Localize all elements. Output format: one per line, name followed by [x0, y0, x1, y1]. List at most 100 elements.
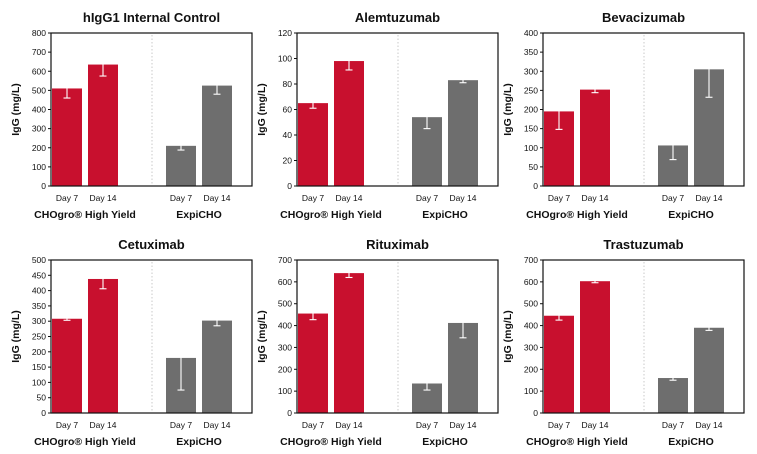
y-tick-label: 0 — [287, 408, 292, 418]
y-tick-label: 300 — [278, 342, 292, 352]
y-axis-label: IgG (mg/L) — [256, 310, 268, 363]
y-tick-label: 300 — [524, 342, 538, 352]
y-tick-label: 200 — [32, 143, 46, 153]
plot-frame — [296, 259, 499, 414]
y-tick-label: 0 — [41, 408, 46, 418]
y-tick-label: 50 — [37, 393, 47, 403]
bar-expicho-day14 — [694, 327, 724, 413]
y-axis-label: IgG (mg/L) — [10, 310, 22, 363]
chart-panel-5: Rituximab Day 7 Day 14 Day 7 Day 14 0 100 200 30… — [256, 237, 499, 448]
y-tick-label: 700 — [32, 47, 46, 57]
y-tick-label: 20 — [283, 156, 293, 166]
x-tick-label: Day 14 — [582, 193, 609, 203]
error-bar — [423, 105, 431, 130]
y-tick-label: 100 — [32, 377, 46, 387]
y-axis-label: IgG (mg/L) — [502, 310, 514, 363]
group-label-chogro: CHOgro® High Yield — [526, 436, 628, 448]
error-bar — [309, 306, 317, 321]
x-tick-label: Day 7 — [548, 420, 570, 430]
y-tick-label: 150 — [32, 362, 46, 372]
y-tick-label: 100 — [524, 143, 538, 153]
y-tick-label: 200 — [32, 347, 46, 357]
x-tick-label: Day 14 — [582, 420, 609, 430]
error-bar — [591, 279, 599, 284]
chart-panel-6: Trastuzumab Day 7 Day 14 Day 7 Day 14 0 100 200… — [502, 237, 745, 448]
chart-panel-1: hIgG1 Internal Control Day 7 Day 14 Day 7 Da… — [10, 10, 253, 221]
y-tick-label: 600 — [524, 277, 538, 287]
group-label-chogro: CHOgro® High Yield — [280, 436, 382, 448]
y-axis-label: IgG (mg/L) — [10, 83, 22, 136]
error-bar — [705, 40, 713, 98]
x-tick-label: Day 14 — [450, 420, 477, 430]
chart-panel-2: Alemtuzumab Day 7 Day 14 Day 7 Day 14 0 20 40 60… — [256, 10, 499, 221]
y-tick-label: 200 — [524, 364, 538, 374]
x-tick-label: Day 7 — [662, 420, 684, 430]
x-tick-label: Day 14 — [204, 193, 231, 203]
error-bar — [669, 130, 677, 161]
error-bar — [345, 51, 353, 71]
group-label-chogro: CHOgro® High Yield — [34, 209, 136, 221]
x-tick-label: Day 14 — [696, 420, 723, 430]
bar-chogro-day14 — [88, 64, 118, 186]
x-tick-label: Day 14 — [90, 193, 117, 203]
group-label-expicho: ExpiCHO — [422, 209, 468, 221]
group-label-expicho: ExpiCHO — [176, 209, 222, 221]
y-tick-label: 80 — [283, 79, 293, 89]
error-bar — [309, 97, 317, 109]
chart-title: hIgG1 Internal Control — [83, 10, 220, 25]
error-bar — [63, 78, 71, 99]
error-bar — [99, 268, 107, 290]
x-tick-label: Day 7 — [302, 193, 324, 203]
y-tick-label: 200 — [524, 105, 538, 115]
y-tick-label: 0 — [533, 181, 538, 191]
plot-frame — [542, 259, 745, 414]
y-tick-label: 300 — [32, 316, 46, 326]
y-tick-label: 250 — [32, 332, 46, 342]
y-tick-label: 500 — [32, 85, 46, 95]
error-bar — [555, 92, 563, 130]
error-bar — [63, 316, 71, 321]
bar-expicho-day14 — [202, 320, 232, 413]
error-bar — [99, 52, 107, 77]
x-tick-label: Day 14 — [90, 420, 117, 430]
y-tick-label: 100 — [278, 54, 292, 64]
error-bar — [591, 86, 599, 94]
bar-chogro-day7 — [52, 88, 82, 186]
x-tick-label: Day 7 — [170, 420, 192, 430]
y-tick-label: 0 — [41, 181, 46, 191]
y-tick-label: 100 — [278, 386, 292, 396]
y-tick-label: 500 — [32, 255, 46, 265]
bar-chogro-day14 — [580, 89, 610, 186]
error-bar — [669, 375, 677, 381]
chart-panel-4: Cetuximab Day 7 Day 14 Day 7 Day 14 0 50 100 150… — [10, 237, 253, 448]
y-tick-label: 300 — [524, 66, 538, 76]
x-tick-label: Day 7 — [170, 193, 192, 203]
y-tick-label: 400 — [278, 321, 292, 331]
y-tick-label: 500 — [278, 299, 292, 309]
error-bar — [459, 307, 467, 339]
y-tick-label: 400 — [32, 286, 46, 296]
error-bar — [213, 314, 221, 327]
error-bar — [213, 76, 221, 95]
y-tick-label: 150 — [524, 124, 538, 134]
bar-chogro-day7 — [52, 318, 82, 413]
y-tick-label: 200 — [278, 364, 292, 374]
x-tick-label: Day 14 — [696, 193, 723, 203]
y-tick-label: 600 — [278, 277, 292, 287]
group-label-chogro: CHOgro® High Yield — [526, 209, 628, 221]
group-label-expicho: ExpiCHO — [422, 436, 468, 448]
y-tick-label: 700 — [524, 255, 538, 265]
x-tick-label: Day 7 — [416, 193, 438, 203]
bar-expicho-day7 — [658, 378, 688, 413]
y-tick-label: 50 — [529, 162, 539, 172]
bar-expicho-day7 — [166, 145, 196, 186]
bar-expicho-day14 — [202, 85, 232, 186]
y-tick-label: 60 — [283, 105, 293, 115]
y-tick-label: 350 — [32, 301, 46, 311]
y-tick-label: 120 — [278, 28, 292, 38]
y-tick-label: 40 — [283, 130, 293, 140]
x-tick-label: Day 14 — [336, 193, 363, 203]
y-tick-label: 0 — [287, 181, 292, 191]
y-tick-label: 450 — [32, 270, 46, 280]
group-label-chogro: CHOgro® High Yield — [280, 209, 382, 221]
